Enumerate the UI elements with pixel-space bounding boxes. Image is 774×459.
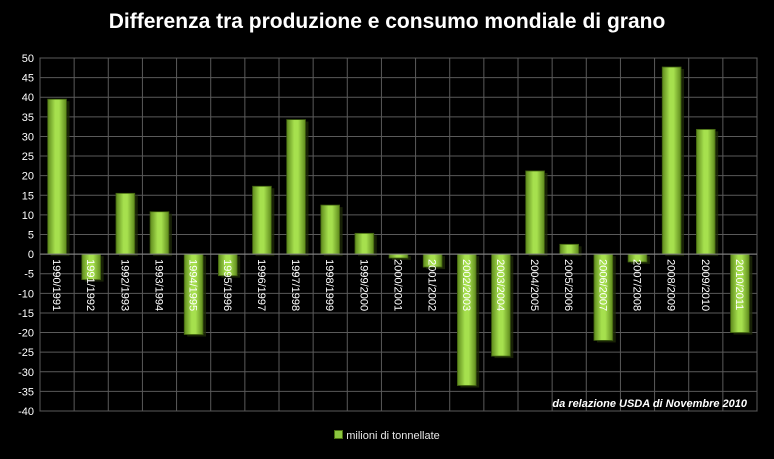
x-tick-label: 1997/1998 — [289, 259, 301, 311]
y-tick-label: -30 — [18, 367, 34, 379]
bar — [286, 119, 306, 255]
x-tick-label: 2006/2007 — [596, 259, 608, 311]
y-tick-label: -25 — [18, 347, 34, 359]
y-tick-label: 10 — [22, 210, 34, 222]
x-tick-label: 2001/2002 — [426, 259, 438, 311]
x-tick-label: 1995/1996 — [221, 259, 233, 311]
bar — [47, 98, 67, 255]
y-tick-label: 30 — [22, 131, 34, 143]
bar — [149, 211, 170, 255]
y-tick-label: 40 — [22, 92, 34, 104]
y-tick-label: -40 — [18, 406, 34, 418]
legend-swatch — [334, 430, 344, 439]
y-tick-label: 25 — [22, 151, 34, 163]
x-tick-label: 2000/2001 — [392, 259, 404, 311]
legend: milioni di tonnellate — [0, 430, 774, 442]
x-tick-label: 1990/1991 — [50, 259, 62, 311]
chart-title: Differenza tra produzione e consumo mond… — [108, 10, 666, 33]
bar — [388, 253, 409, 259]
x-tick-label: 2002/2003 — [460, 259, 472, 311]
x-tick-label: 1992/1993 — [118, 259, 130, 311]
bar — [252, 185, 272, 255]
bar — [525, 170, 545, 255]
bar — [354, 232, 375, 255]
y-tick-label: -15 — [18, 308, 34, 320]
x-tick-label: 2008/2009 — [665, 259, 677, 311]
x-tick-label: 1996/1997 — [255, 259, 267, 311]
y-tick-label: 20 — [22, 171, 34, 183]
y-tick-label: -5 — [24, 269, 34, 281]
x-tick-label: 1991/1992 — [84, 259, 96, 311]
bar — [115, 192, 136, 255]
x-tick-label: 1999/2000 — [357, 259, 369, 311]
y-tick-label: 45 — [22, 73, 34, 85]
x-tick-label: 2005/2006 — [562, 259, 574, 311]
x-tick-label: 1998/1999 — [323, 259, 335, 311]
x-tick-label: 2010/2011 — [733, 259, 745, 310]
y-tick-label: 5 — [28, 230, 34, 242]
x-tick-label: 1994/1995 — [187, 259, 199, 311]
y-tick-label: 35 — [22, 112, 34, 124]
y-tick-label: 50 — [22, 53, 34, 65]
x-tick-label: 2007/2008 — [631, 259, 643, 311]
y-tick-label: -35 — [18, 386, 34, 398]
x-tick-label: 2004/2005 — [528, 259, 540, 311]
y-tick-label: 0 — [28, 249, 34, 261]
bar — [559, 243, 580, 255]
bar — [320, 204, 341, 255]
bar — [661, 66, 682, 255]
legend-label: milioni di tonnellate — [346, 430, 440, 442]
bar — [695, 128, 716, 255]
x-tick-label: 1993/1994 — [153, 259, 165, 311]
y-tick-label: 15 — [22, 190, 34, 202]
source-annotation: da relazione USDA di Novembre 2010 — [552, 398, 747, 410]
y-tick-label: -10 — [18, 288, 34, 300]
x-tick-label: 2003/2004 — [494, 259, 506, 311]
x-tick-label: 2009/2010 — [699, 259, 711, 311]
y-tick-label: -20 — [18, 328, 34, 340]
